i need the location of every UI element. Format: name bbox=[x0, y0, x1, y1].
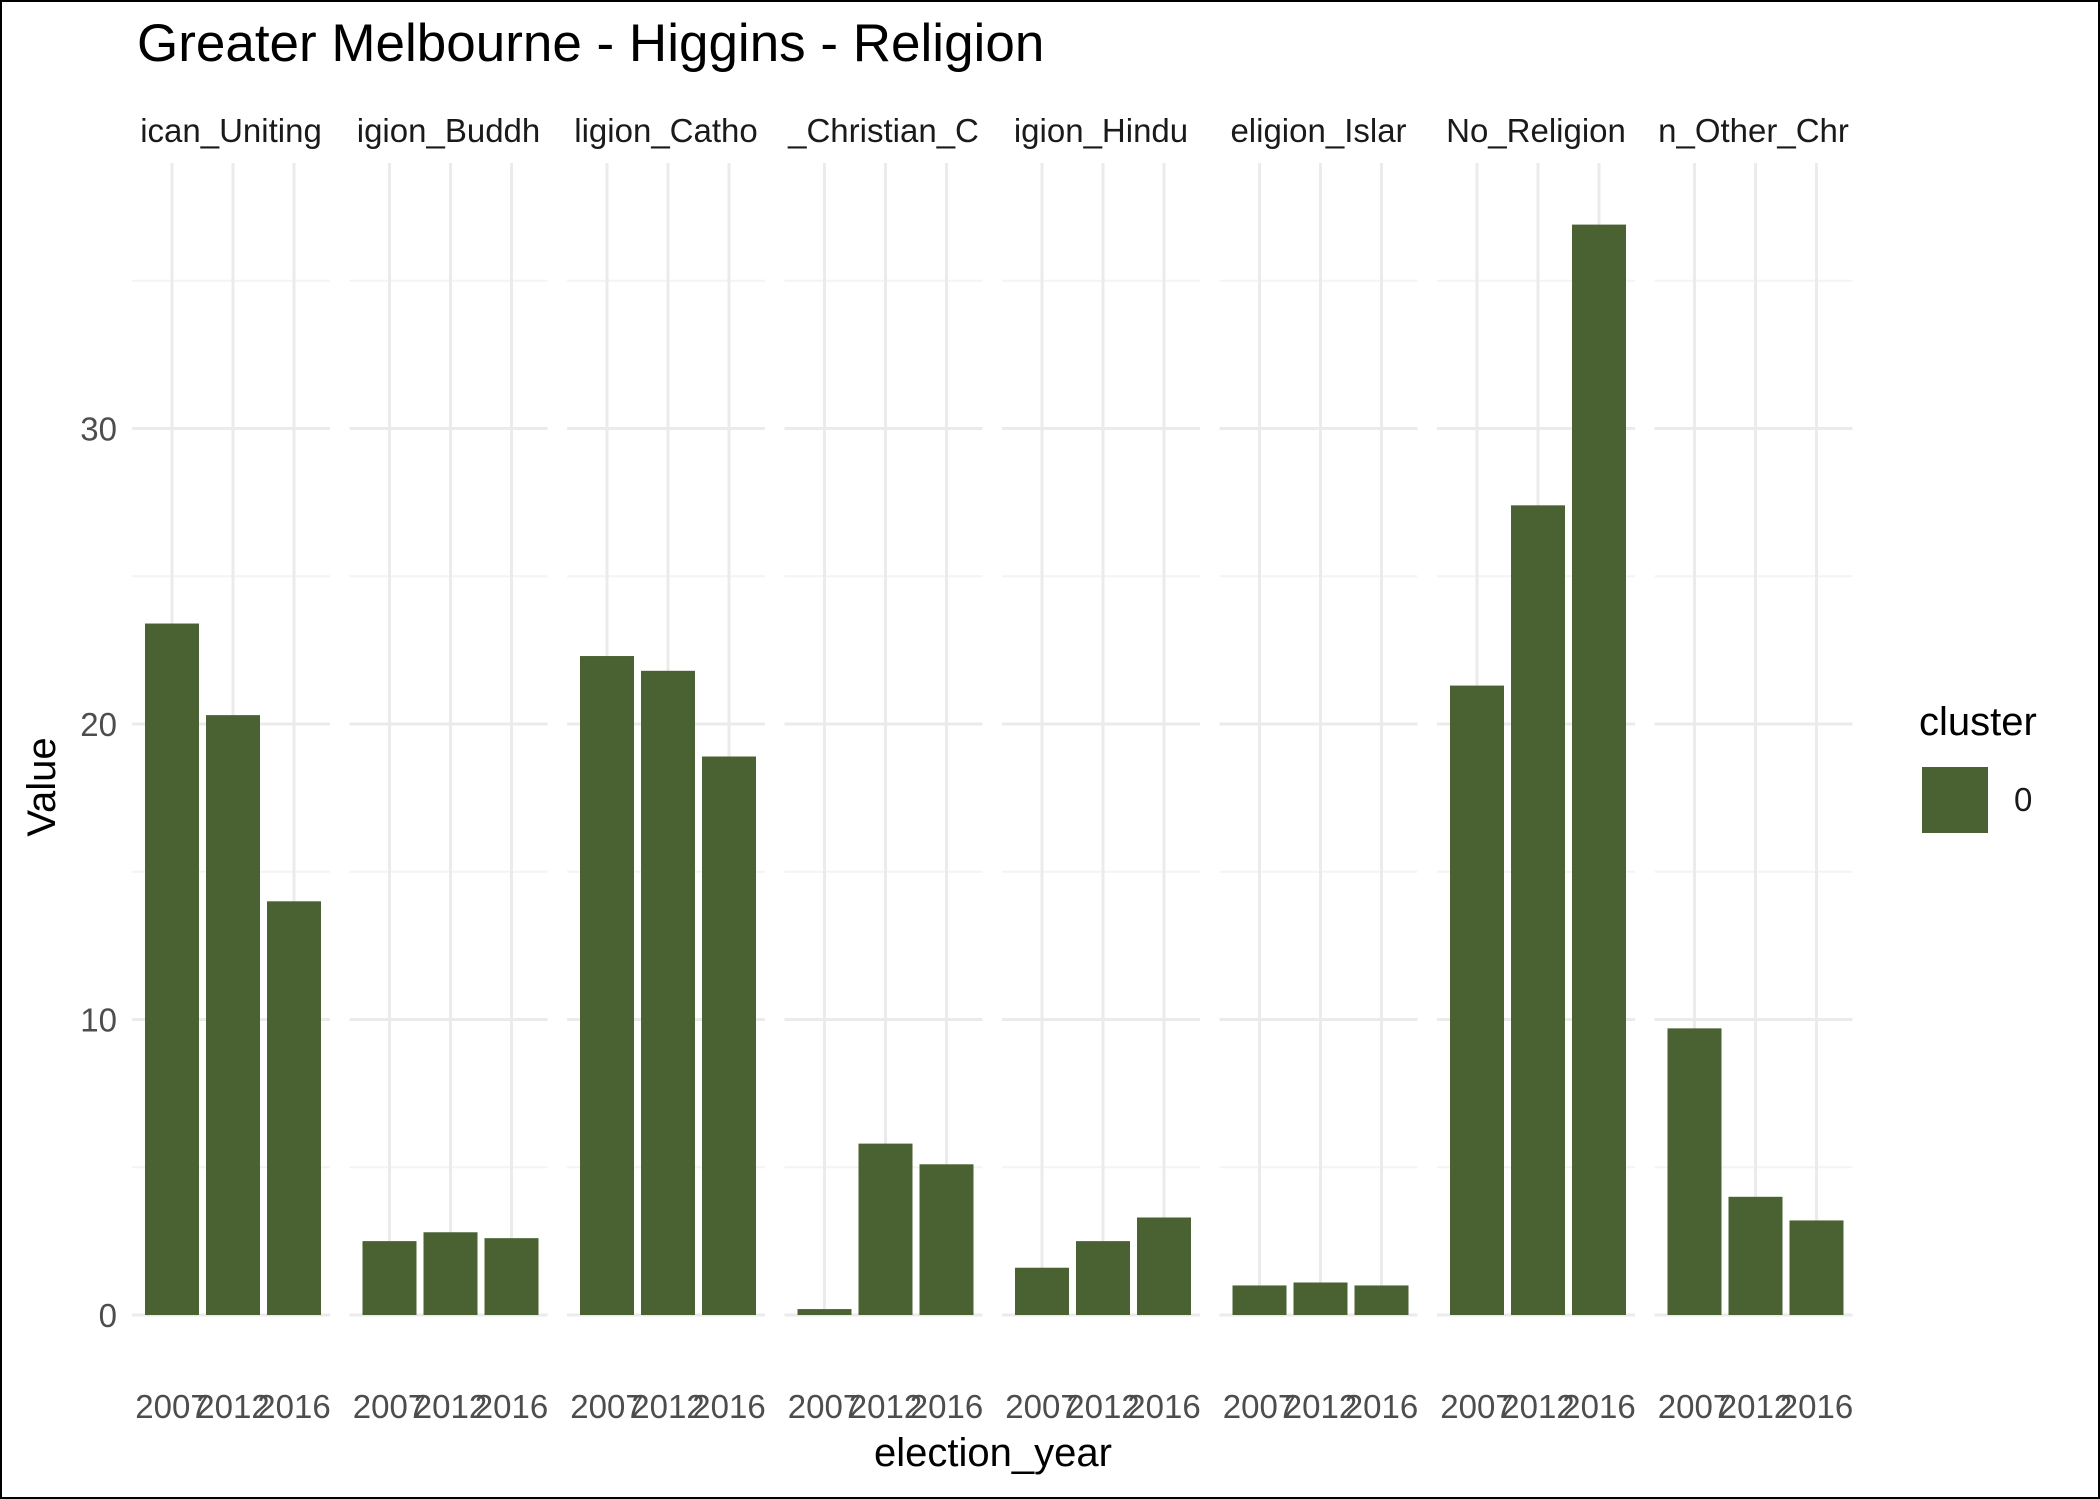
x-tick-label: 2007 bbox=[788, 1388, 861, 1425]
x-tick-label: 2016 bbox=[1345, 1388, 1418, 1425]
bar bbox=[145, 623, 199, 1315]
x-tick-label: 2016 bbox=[1127, 1388, 1200, 1425]
bar bbox=[423, 1232, 478, 1315]
x-tick-label: 2016 bbox=[257, 1388, 330, 1425]
facet-strip-label: ligion_Catho bbox=[574, 112, 757, 149]
bar bbox=[484, 1238, 539, 1315]
bar bbox=[267, 901, 321, 1315]
facet-strip-label: igion_Buddh bbox=[357, 112, 541, 149]
bar bbox=[580, 656, 634, 1315]
bar bbox=[1728, 1196, 1783, 1315]
bar bbox=[362, 1241, 417, 1315]
x-tick-label: 2007 bbox=[1440, 1388, 1513, 1425]
x-tick-label: 2016 bbox=[475, 1388, 548, 1425]
x-axis-title: election_year bbox=[874, 1431, 1112, 1475]
x-tick-label: 2012 bbox=[414, 1388, 487, 1425]
bar bbox=[702, 756, 756, 1315]
x-tick-label: 2012 bbox=[849, 1388, 922, 1425]
bar bbox=[641, 670, 695, 1315]
bar bbox=[1789, 1220, 1844, 1315]
x-tick-label: 2012 bbox=[1066, 1388, 1139, 1425]
x-tick-label: 2012 bbox=[1501, 1388, 1574, 1425]
x-tick-label: 2016 bbox=[910, 1388, 983, 1425]
bar bbox=[1667, 1028, 1722, 1315]
bar bbox=[1572, 224, 1626, 1316]
x-tick-label: 2016 bbox=[1780, 1388, 1853, 1425]
y-tick-label: 30 bbox=[80, 411, 117, 448]
x-tick-label: 2007 bbox=[1005, 1388, 1078, 1425]
x-tick-label: 2012 bbox=[1719, 1388, 1792, 1425]
legend: cluster 0 bbox=[1919, 700, 2037, 833]
x-tick-label: 2016 bbox=[1562, 1388, 1635, 1425]
bar bbox=[1293, 1282, 1348, 1315]
bar bbox=[1232, 1285, 1287, 1315]
x-tick-label: 2007 bbox=[570, 1388, 643, 1425]
x-tick-label: 2007 bbox=[1658, 1388, 1731, 1425]
x-tick-label: 2007 bbox=[353, 1388, 426, 1425]
x-tick-label: 2007 bbox=[135, 1388, 208, 1425]
facet-strip-label: _Christian_C bbox=[787, 112, 979, 149]
bar bbox=[1511, 505, 1565, 1316]
x-tick-label: 2007 bbox=[1223, 1388, 1296, 1425]
bar bbox=[1450, 685, 1504, 1315]
legend-key-label: 0 bbox=[2014, 781, 2032, 818]
x-tick-label: 2012 bbox=[196, 1388, 269, 1425]
x-tick-label: 2012 bbox=[1284, 1388, 1357, 1425]
legend-title: cluster bbox=[1919, 700, 2037, 744]
bar bbox=[1137, 1217, 1191, 1315]
legend-key-swatch bbox=[1922, 767, 1988, 833]
facet-strip-label: ican_Uniting bbox=[140, 112, 322, 149]
y-axis-title: Value bbox=[20, 737, 64, 836]
bar bbox=[206, 715, 260, 1315]
y-tick-label: 20 bbox=[80, 706, 117, 743]
bar bbox=[858, 1143, 913, 1315]
bar bbox=[1354, 1285, 1409, 1315]
bar bbox=[919, 1164, 974, 1315]
facet-strip-label: No_Religion bbox=[1446, 112, 1626, 149]
y-tick-label: 10 bbox=[80, 1002, 117, 1039]
bar bbox=[1076, 1241, 1130, 1315]
facet-strip-label: igion_Hindu bbox=[1014, 112, 1188, 149]
x-tick-label: 2016 bbox=[692, 1388, 765, 1425]
facet-strip-label: eligion_Islar bbox=[1230, 112, 1406, 149]
bar bbox=[797, 1309, 852, 1315]
x-tick-label: 2012 bbox=[631, 1388, 704, 1425]
facet-strip-label: n_Other_Chr bbox=[1658, 112, 1849, 149]
y-tick-label: 0 bbox=[99, 1297, 117, 1334]
chart-title: Greater Melbourne - Higgins - Religion bbox=[137, 14, 1044, 73]
bar bbox=[1015, 1267, 1069, 1315]
facet-panels: ican_Uniting200720122016igion_Buddh20072… bbox=[80, 112, 1853, 1425]
